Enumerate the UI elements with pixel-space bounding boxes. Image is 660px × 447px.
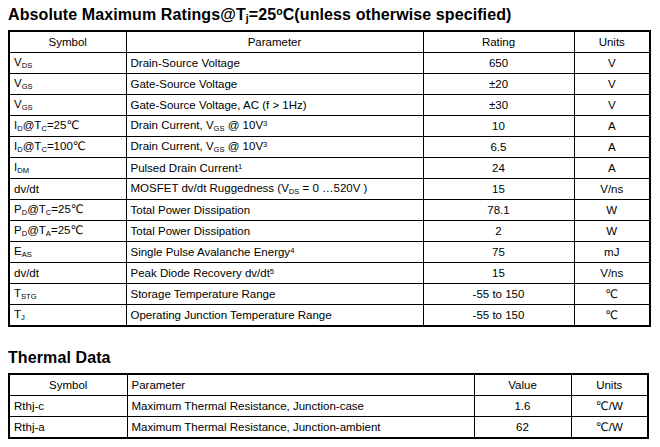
rating-cell: ±20 [423, 74, 574, 95]
table-row: ID@TC=25℃Drain Current, VGS @ 10V310A [9, 116, 650, 137]
units-cell: V [574, 53, 650, 74]
column-header-parameter: Parameter [127, 374, 474, 396]
symbol-cell: PD@TA=25℃ [9, 221, 126, 242]
value-cell: 62 [474, 417, 571, 439]
table-row: ID@TC=100℃Drain Current, VGS @ 10V36.5A [9, 137, 650, 158]
symbol-cell: ID@TC=25℃ [9, 116, 126, 137]
parameter-cell: MOSFET dv/dt Ruggedness (VDS = 0 …520V ) [126, 179, 423, 200]
units-cell: ℃ [574, 305, 650, 327]
symbol-cell: ID@TC=100℃ [9, 137, 126, 158]
column-header-units: Units [571, 374, 648, 396]
table-row: dv/dtMOSFET dv/dt Ruggedness (VDS = 0 …5… [9, 179, 650, 200]
abs-max-header-row: Symbol Parameter Rating Units [9, 31, 650, 53]
column-header-value: Value [474, 374, 571, 396]
units-cell: W [574, 221, 650, 242]
units-cell: V [574, 74, 650, 95]
rating-cell: 75 [423, 242, 574, 263]
symbol-cell: VDS [9, 53, 126, 74]
parameter-cell: Total Power Dissipation [126, 221, 423, 242]
symbol-cell: EAS [9, 242, 126, 263]
units-cell: A [574, 116, 650, 137]
rating-cell: 2 [423, 221, 574, 242]
column-header-rating: Rating [423, 31, 574, 53]
column-header-parameter: Parameter [126, 31, 423, 53]
table-row: TSTGStorage Temperature Range-55 to 150℃ [9, 284, 650, 305]
rating-cell: -55 to 150 [423, 284, 574, 305]
table-row: EASSingle Pulse Avalanche Energy475mJ [9, 242, 650, 263]
parameter-cell: Peak Diode Recovery dv/dt5 [126, 263, 423, 284]
parameter-cell: Single Pulse Avalanche Energy4 [126, 242, 423, 263]
units-cell: V [574, 95, 650, 116]
value-cell: 1.6 [474, 396, 571, 417]
table-row: IDMPulsed Drain Current124A [9, 158, 650, 179]
symbol-cell: TJ [9, 305, 126, 327]
table-row: TJOperating Junction Temperature Range-5… [9, 305, 650, 327]
abs-max-table: Symbol Parameter Rating Units VDSDrain-S… [8, 30, 651, 327]
rating-cell: 15 [423, 179, 574, 200]
table-row: VGSGate-Source Voltage, AC (f > 1Hz)±30V [9, 95, 650, 116]
rating-cell: 78.1 [423, 200, 574, 221]
rating-cell: 24 [423, 158, 574, 179]
parameter-cell: Drain Current, VGS @ 10V3 [126, 116, 423, 137]
symbol-cell: VGS [9, 74, 126, 95]
table-row: VGSGate-Source Voltage±20V [9, 74, 650, 95]
symbol-cell: PD@TC=25℃ [9, 200, 126, 221]
units-cell: ℃ [574, 284, 650, 305]
rating-cell: 650 [423, 53, 574, 74]
thermal-table: Symbol Parameter Value Units Rthj-cMaxim… [8, 373, 649, 439]
units-cell: W [574, 200, 650, 221]
table-row: Rthj-cMaximum Thermal Resistance, Juncti… [9, 396, 648, 417]
symbol-cell: Rthj-c [9, 396, 127, 417]
column-header-units: Units [574, 31, 650, 53]
symbol-cell: IDM [9, 158, 126, 179]
column-header-symbol: Symbol [9, 31, 126, 53]
symbol-cell: Rthj-a [9, 417, 127, 439]
units-cell: mJ [574, 242, 650, 263]
parameter-cell: Gate-Source Voltage [126, 74, 423, 95]
symbol-cell: dv/dt [9, 179, 126, 200]
parameter-cell: Pulsed Drain Current1 [126, 158, 423, 179]
parameter-cell: Maximum Thermal Resistance, Junction-cas… [127, 396, 474, 417]
datasheet-page: Absolute Maximum Ratings@Tj=25oC(unless … [0, 0, 660, 439]
parameter-cell: Operating Junction Temperature Range [126, 305, 423, 327]
column-header-symbol: Symbol [9, 374, 127, 396]
rating-cell: -55 to 150 [423, 305, 574, 327]
parameter-cell: Total Power Dissipation [126, 200, 423, 221]
symbol-cell: TSTG [9, 284, 126, 305]
thermal-heading: Thermal Data [8, 349, 660, 367]
rating-cell: 6.5 [423, 137, 574, 158]
rating-cell: 15 [423, 263, 574, 284]
table-row: VDSDrain-Source Voltage650V [9, 53, 650, 74]
units-cell: A [574, 137, 650, 158]
table-row: PD@TC=25℃Total Power Dissipation78.1W [9, 200, 650, 221]
units-cell: ℃/W [571, 417, 648, 439]
units-cell: ℃/W [571, 396, 648, 417]
abs-max-heading: Absolute Maximum Ratings@Tj=25oC(unless … [8, 5, 660, 24]
units-cell: V/ns [574, 179, 650, 200]
rating-cell: ±30 [423, 95, 574, 116]
symbol-cell: VGS [9, 95, 126, 116]
units-cell: V/ns [574, 263, 650, 284]
table-row: PD@TA=25℃Total Power Dissipation2W [9, 221, 650, 242]
thermal-header-row: Symbol Parameter Value Units [9, 374, 648, 396]
parameter-cell: Drain-Source Voltage [126, 53, 423, 74]
parameter-cell: Drain Current, VGS @ 10V3 [126, 137, 423, 158]
units-cell: A [574, 158, 650, 179]
parameter-cell: Maximum Thermal Resistance, Junction-amb… [127, 417, 474, 439]
parameter-cell: Gate-Source Voltage, AC (f > 1Hz) [126, 95, 423, 116]
table-row: Rthj-aMaximum Thermal Resistance, Juncti… [9, 417, 648, 439]
symbol-cell: dv/dt [9, 263, 126, 284]
table-row: dv/dtPeak Diode Recovery dv/dt515V/ns [9, 263, 650, 284]
parameter-cell: Storage Temperature Range [126, 284, 423, 305]
rating-cell: 10 [423, 116, 574, 137]
